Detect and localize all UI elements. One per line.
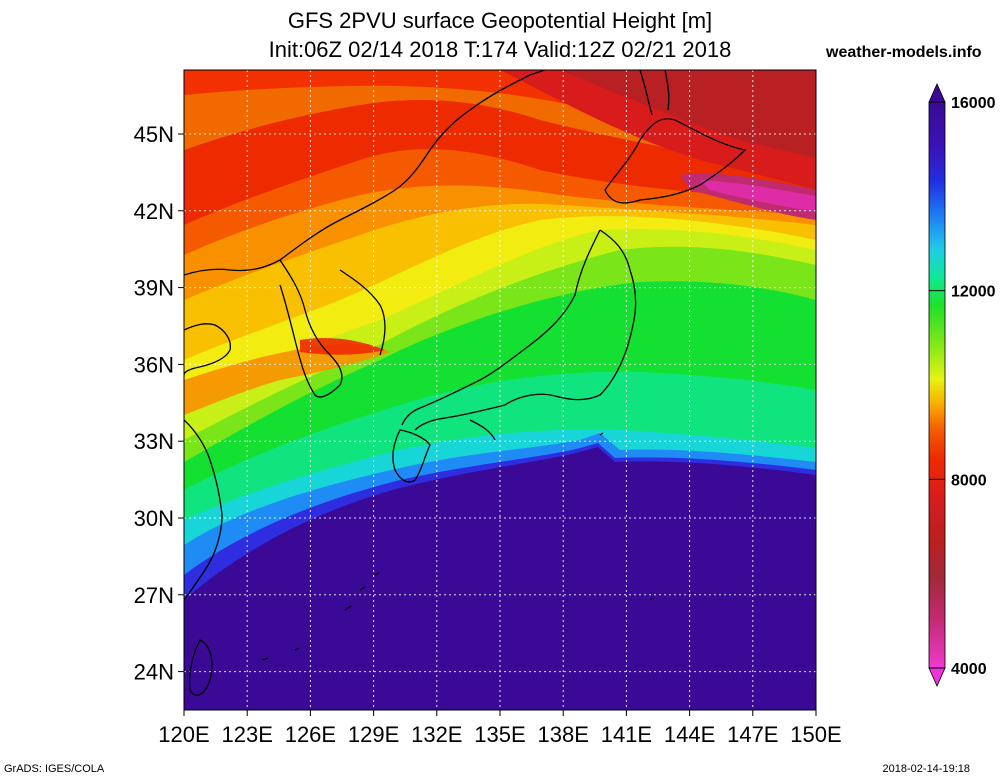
longitude-label: 123E (222, 722, 273, 747)
longitude-label: 135E (474, 722, 525, 747)
longitude-labels: 120E 123E 126E 129E 132E 135E 138E 141E 144E 147E… (158, 710, 842, 747)
map-title: GFS 2PVU surface Geopotential Height [m] (287, 8, 713, 33)
latitude-labels: 45N 42N 39N 36N 33N 30N 27N 24N (134, 122, 184, 685)
coastlines (184, 70, 747, 696)
longitude-label: 129E (348, 722, 399, 747)
longitude-label: 138E (538, 722, 589, 747)
site-watermark: weather-models.info (826, 44, 982, 61)
longitude-label: 120E (158, 722, 209, 747)
latitude-label: 30N (134, 506, 174, 531)
colorbar-scale (928, 101, 946, 669)
latitude-label: 39N (134, 276, 174, 301)
map-subtitle: Init:06Z 02/14 2018 T:174 Valid:12Z 02/2… (268, 37, 732, 62)
latitude-label: 33N (134, 429, 174, 454)
graticule (184, 70, 816, 710)
longitude-label: 144E (664, 722, 715, 747)
colorbar-top-arrow (928, 83, 946, 103)
colorbar-label: 12000 (951, 284, 996, 301)
latitude-label: 27N (134, 583, 174, 608)
footer-credit: GrADS: IGES/COLA (4, 763, 105, 775)
colorbar-label: 4000 (951, 661, 987, 678)
longitude-label: 132E (411, 722, 462, 747)
latitude-label: 24N (134, 660, 174, 685)
latitude-label: 36N (134, 352, 174, 377)
longitude-label: 141E (601, 722, 652, 747)
colorbar-bottom-arrow (928, 667, 946, 687)
latitude-label: 45N (134, 122, 174, 147)
longitude-label: 126E (285, 722, 336, 747)
height-field (184, 70, 816, 710)
colorbar-label: 16000 (951, 95, 996, 112)
longitude-label: 150E (790, 722, 841, 747)
colorbar-label: 8000 (951, 472, 987, 489)
footer-timestamp: 2018-02-14-19:18 (882, 763, 970, 775)
colorbar: 16000 12000 8000 4000 (928, 83, 996, 687)
longitude-label: 147E (727, 722, 778, 747)
latitude-label: 42N (134, 199, 174, 224)
